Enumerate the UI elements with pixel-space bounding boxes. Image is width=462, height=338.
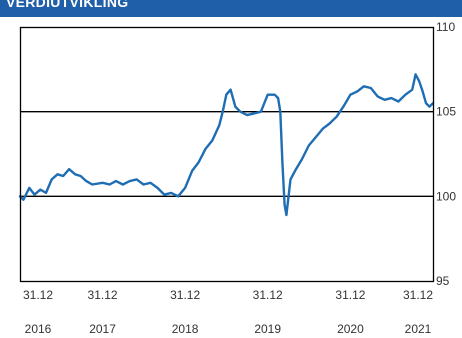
x-tick-year: 2016: [25, 322, 52, 336]
x-tick-label: 31.12: [253, 288, 283, 302]
grid: [20, 110, 433, 198]
y-tick-label: 95: [436, 274, 450, 288]
x-axis-labels: 31.12 2016 31.12 2017 31.12 2018 31.12 2019 31.1…: [23, 288, 433, 336]
x-tick-year: 2017: [89, 322, 116, 336]
y-tick-label: 100: [436, 189, 456, 203]
x-tick-year: 2019: [254, 322, 281, 336]
series-layer: [18, 73, 435, 217]
plot-frame: [19, 26, 435, 283]
y-axis-labels: 110 105 100 95: [436, 20, 456, 288]
x-tick-year: 2018: [172, 322, 199, 336]
y-tick-label: 105: [436, 105, 456, 119]
x-tick-label: 31.12: [335, 288, 365, 302]
chart-header: VERDIUTVIKLING: [0, 0, 462, 17]
y-tick-label: 110: [436, 20, 455, 34]
x-tick-label: 31.12: [170, 288, 200, 302]
series-line-1: [18, 73, 435, 217]
chart-title: VERDIUTVIKLING: [6, 0, 129, 10]
x-tick-label: 31.12: [88, 288, 118, 302]
x-tick-label: 31.12: [403, 288, 433, 302]
x-tick-label: 31.12: [23, 288, 53, 302]
x-tick-year: 2021: [405, 322, 432, 336]
x-tick-year: 2020: [337, 322, 364, 336]
